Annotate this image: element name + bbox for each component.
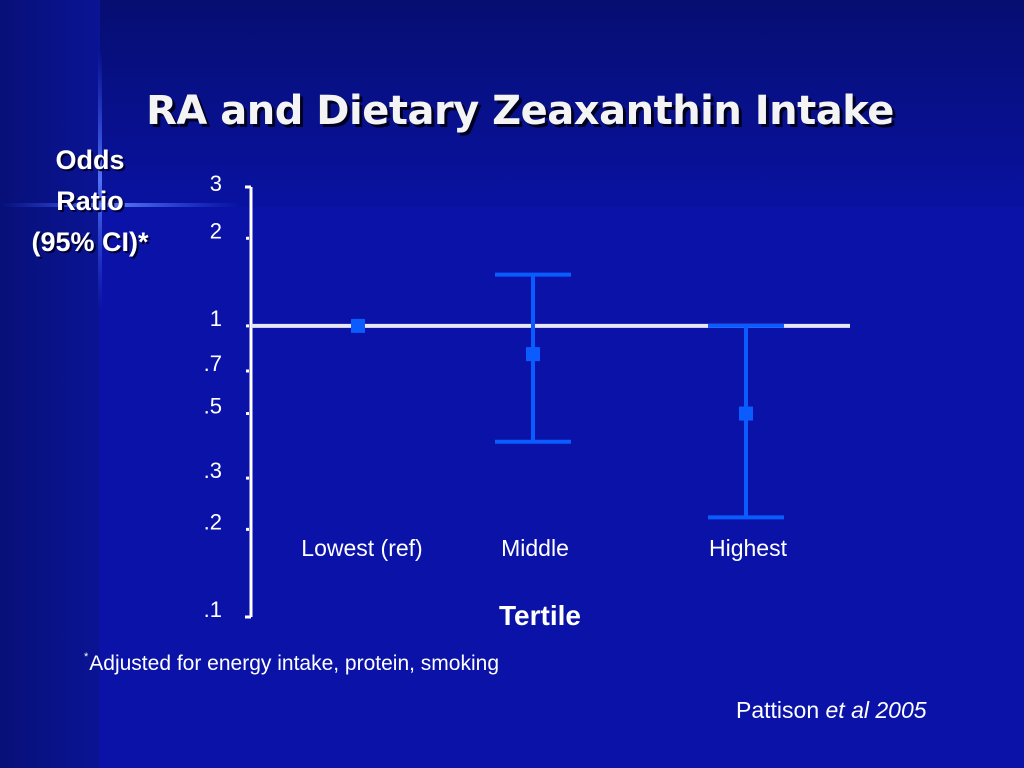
footnote-text: Adjusted for energy intake, protein, smo… [89,652,500,675]
y-tick-label: .2 [204,509,222,534]
y-tick-label: .3 [204,458,222,483]
y-tick-label: .7 [204,351,222,376]
y-tick-label: 3 [210,171,222,196]
slide-title: RA and Dietary Zeaxanthin Intake [146,88,894,134]
footnote: *Adjusted for energy intake, protein, sm… [84,651,499,676]
y-tick-label: 1 [210,306,222,331]
odds-ratio-point [526,347,540,362]
odds-ratio-point [739,406,753,421]
citation-etal: et al 2005 [825,697,927,723]
citation: Pattison et al 2005 [736,697,927,724]
y-tick-label: .5 [204,394,222,419]
x-category-label: Middle [501,535,569,561]
citation-author: Pattison [736,697,820,723]
x-axis-title: Tertile [499,600,581,631]
y-axis-title: Odds Ratio (95% CI)* [8,140,172,263]
y-tick-label: 2 [210,218,222,243]
y-axis-title-line-3: (95% CI)* [31,227,149,257]
odds-ratio-point [351,318,365,333]
x-category-label: Lowest (ref) [301,535,422,561]
y-axis-title-line-2: Ratio [56,186,124,216]
y-tick-label: .1 [204,597,222,622]
y-axis-title-line-1: Odds [55,145,125,175]
footnote-mark: * [84,651,89,663]
x-category-label: Highest [709,535,788,561]
